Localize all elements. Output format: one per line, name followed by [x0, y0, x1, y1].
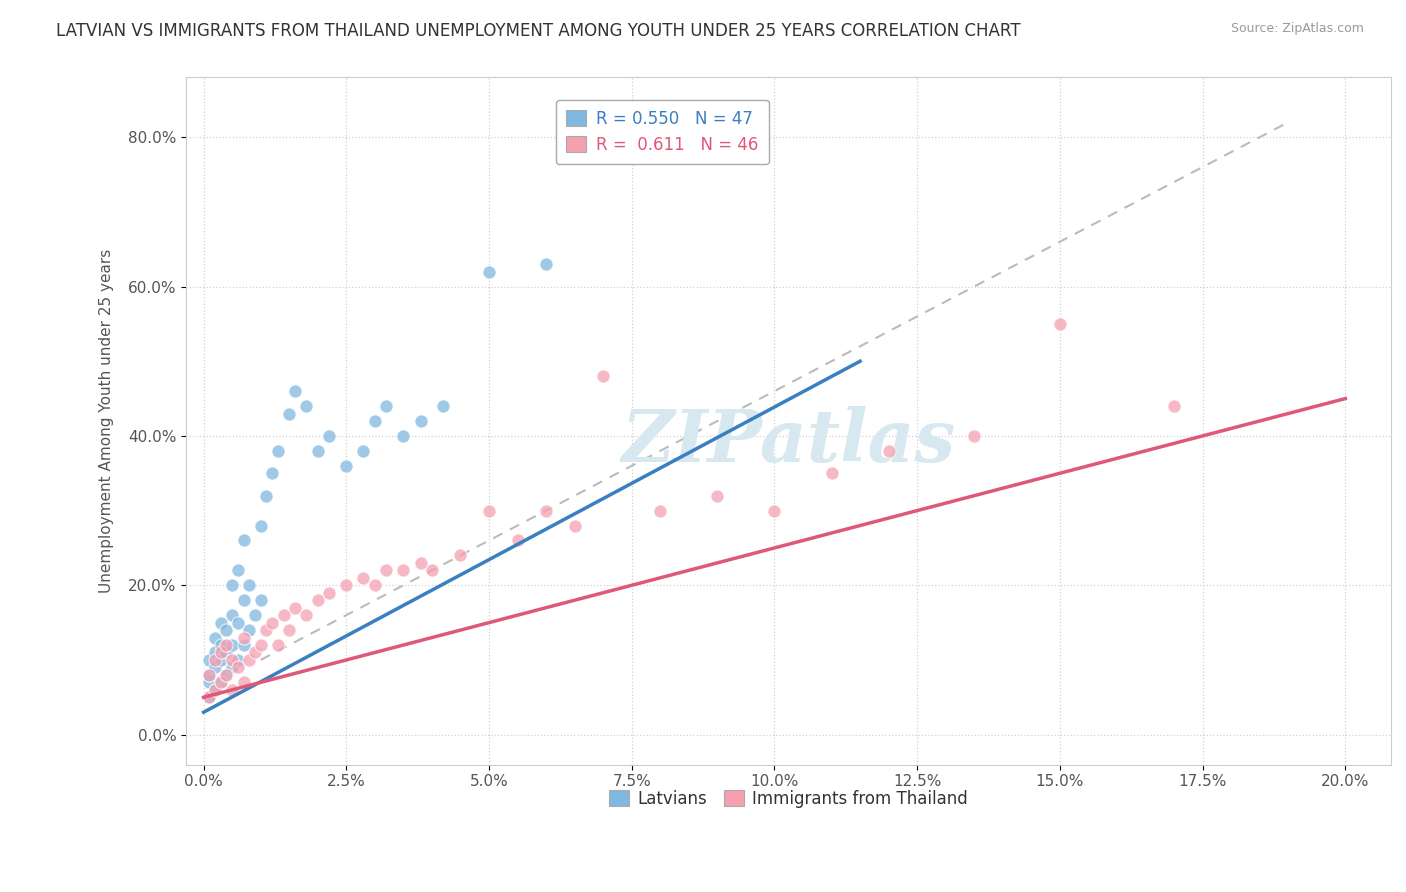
Point [318, 586, 340, 600]
Point [221, 578, 243, 592]
Point [221, 682, 243, 697]
Point [215, 668, 238, 682]
Point [820, 467, 842, 481]
Point [232, 638, 254, 652]
Point [243, 645, 266, 659]
Point [204, 682, 226, 697]
Point [409, 414, 432, 428]
Point [198, 668, 221, 682]
Point [284, 384, 307, 398]
Point [226, 615, 249, 630]
Point [215, 623, 238, 637]
Point [209, 653, 232, 667]
Point [432, 399, 454, 413]
Point [278, 623, 301, 637]
Point [232, 675, 254, 690]
Point [307, 593, 329, 607]
Point [534, 257, 557, 271]
Point [650, 503, 672, 517]
Point [478, 264, 501, 278]
Point [204, 653, 226, 667]
Point [198, 668, 221, 682]
Point [262, 615, 284, 630]
Point [295, 608, 318, 623]
Point [392, 429, 415, 443]
Point [335, 578, 357, 592]
Point [209, 675, 232, 690]
Legend: Latvians, Immigrants from Thailand: Latvians, Immigrants from Thailand [603, 783, 974, 814]
Y-axis label: Unemployment Among Youth under 25 years: Unemployment Among Youth under 25 years [100, 249, 114, 593]
Point [204, 682, 226, 697]
Point [307, 443, 329, 458]
Point [198, 675, 221, 690]
Point [221, 660, 243, 674]
Point [506, 533, 529, 548]
Point [318, 429, 340, 443]
Point [364, 414, 387, 428]
Point [763, 503, 786, 517]
Point [249, 518, 271, 533]
Point [352, 443, 374, 458]
Point [204, 645, 226, 659]
Point [249, 593, 271, 607]
Point [284, 600, 307, 615]
Point [375, 563, 398, 577]
Point [409, 556, 432, 570]
Point [364, 578, 387, 592]
Point [238, 623, 260, 637]
Point [198, 690, 221, 705]
Point [592, 369, 614, 384]
Point [215, 638, 238, 652]
Point [877, 443, 900, 458]
Point [215, 668, 238, 682]
Text: LATVIAN VS IMMIGRANTS FROM THAILAND UNEMPLOYMENT AMONG YOUTH UNDER 25 YEARS CORR: LATVIAN VS IMMIGRANTS FROM THAILAND UNEM… [56, 22, 1021, 40]
Point [232, 533, 254, 548]
Point [273, 608, 295, 623]
Point [254, 623, 277, 637]
Point [1049, 317, 1071, 331]
Point [262, 467, 284, 481]
Point [204, 631, 226, 645]
Point [278, 407, 301, 421]
Point [295, 399, 318, 413]
Point [232, 631, 254, 645]
Text: ZIPatlas: ZIPatlas [621, 406, 956, 477]
Point [198, 690, 221, 705]
Point [221, 608, 243, 623]
Point [375, 399, 398, 413]
Point [232, 593, 254, 607]
Point [226, 563, 249, 577]
Point [267, 638, 290, 652]
Point [204, 660, 226, 674]
Point [963, 429, 986, 443]
Point [254, 489, 277, 503]
Point [209, 638, 232, 652]
Point [238, 653, 260, 667]
Point [209, 675, 232, 690]
Point [534, 503, 557, 517]
Point [221, 653, 243, 667]
Point [335, 458, 357, 473]
Point [226, 660, 249, 674]
Point [209, 615, 232, 630]
Text: Source: ZipAtlas.com: Source: ZipAtlas.com [1230, 22, 1364, 36]
Point [238, 578, 260, 592]
Point [226, 653, 249, 667]
Point [249, 638, 271, 652]
Point [1163, 399, 1185, 413]
Point [221, 638, 243, 652]
Point [564, 518, 586, 533]
Point [243, 608, 266, 623]
Point [450, 549, 472, 563]
Point [352, 571, 374, 585]
Point [392, 563, 415, 577]
Point [420, 563, 443, 577]
Point [198, 653, 221, 667]
Point [215, 645, 238, 659]
Point [209, 645, 232, 659]
Point [267, 443, 290, 458]
Point [706, 489, 728, 503]
Point [478, 503, 501, 517]
